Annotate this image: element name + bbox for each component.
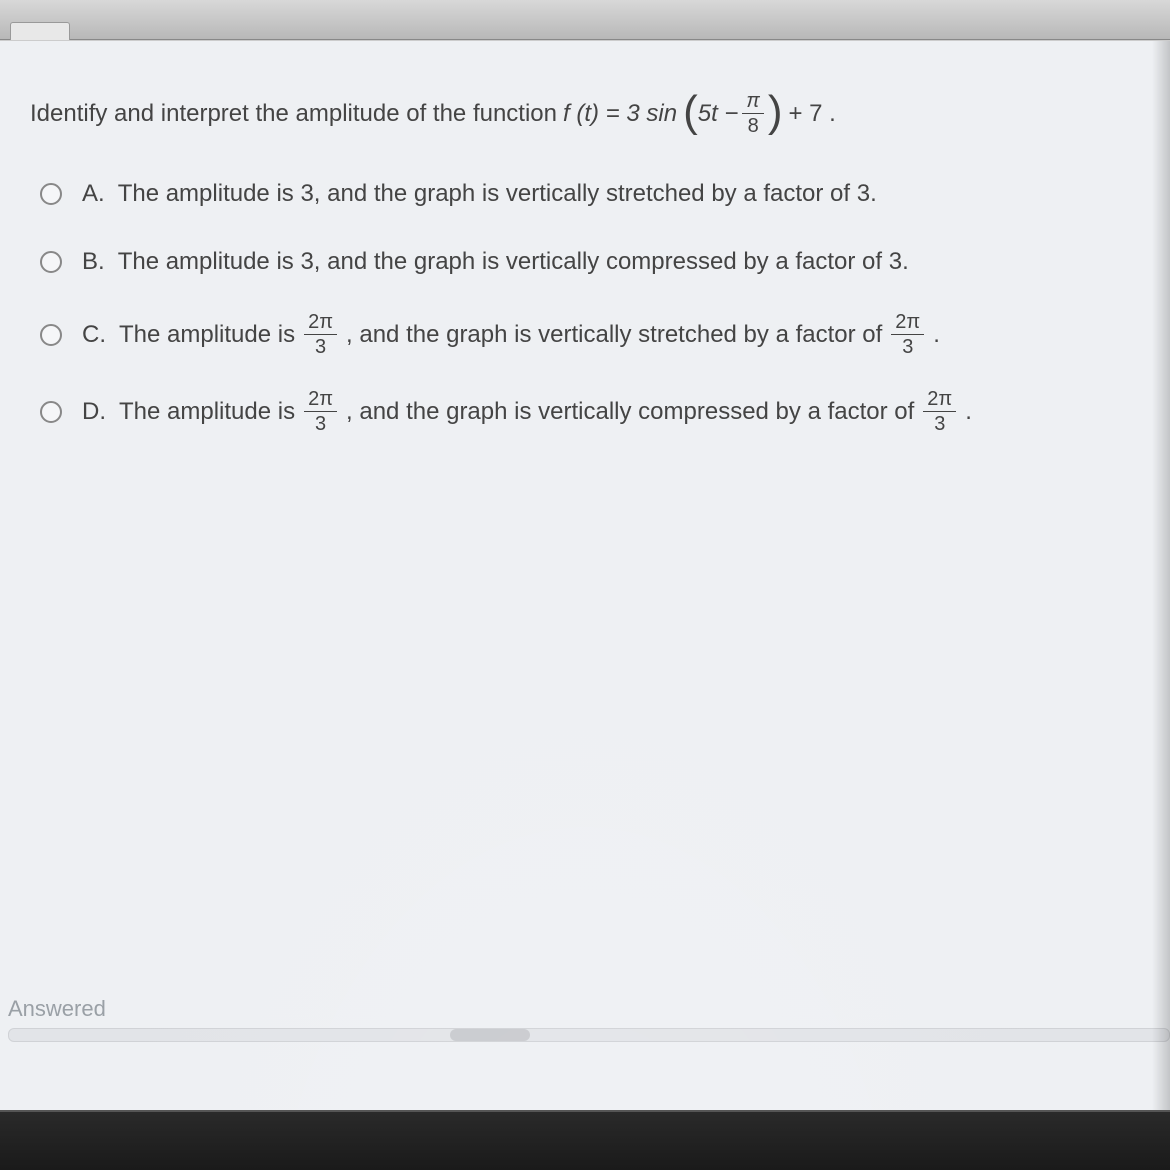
left-paren-icon: ( (683, 94, 698, 129)
option-text-part: The amplitude is 3, and the graph is ver… (118, 244, 909, 280)
radio-button[interactable] (40, 324, 62, 346)
option-text-part: The amplitude is (119, 317, 295, 353)
option-text-part: , and the graph is vertically stretched … (346, 317, 882, 353)
fraction: 2π3 (304, 389, 337, 434)
fraction: 2π3 (891, 312, 924, 357)
option-text-part: The amplitude is 3, and the graph is ver… (118, 176, 877, 212)
quiz-panel: Identify and interpret the amplitude of … (0, 40, 1170, 1110)
option-text-part: . (965, 394, 972, 430)
option-label: D.The amplitude is2π3, and the graph is … (82, 389, 972, 434)
option-label: A. The amplitude is 3, and the graph is v… (82, 176, 877, 212)
fraction-denominator: 3 (311, 335, 330, 357)
option-row-c[interactable]: C.The amplitude is2π3, and the graph is … (40, 312, 1140, 357)
option-letter: D. (82, 394, 106, 430)
radio-button[interactable] (40, 251, 62, 273)
progress-track[interactable] (8, 1028, 1170, 1042)
fraction-numerator: 2π (304, 389, 337, 412)
radio-button[interactable] (40, 183, 62, 205)
window-top-bar (0, 0, 1170, 40)
fraction-denominator: 3 (930, 412, 949, 434)
fraction: 2π3 (304, 312, 337, 357)
screen-area: Identify and interpret the amplitude of … (0, 40, 1170, 1170)
fraction-denominator: 3 (311, 412, 330, 434)
option-row-a[interactable]: A. The amplitude is 3, and the graph is v… (40, 176, 1140, 212)
option-letter: C. (82, 317, 106, 353)
option-label: C.The amplitude is2π3, and the graph is … (82, 312, 940, 357)
progress-thumb[interactable] (450, 1029, 530, 1041)
fraction-numerator: 2π (891, 312, 924, 335)
option-text-part: , and the graph is vertically compressed… (346, 394, 914, 430)
fraction-denominator: 8 (744, 114, 763, 136)
option-text-part: . (933, 317, 940, 353)
fraction-numerator: 2π (304, 312, 337, 335)
question-stem: Identify and interpret the amplitude of … (30, 91, 1140, 136)
question-inner-fraction: π 8 (742, 91, 763, 136)
fraction: 2π3 (923, 389, 956, 434)
status-bar: Answered (0, 996, 1170, 1050)
option-row-b[interactable]: B. The amplitude is 3, and the graph is v… (40, 244, 1140, 280)
option-letter: A. (82, 176, 105, 212)
option-letter: B. (82, 244, 105, 280)
option-row-d[interactable]: D.The amplitude is2π3, and the graph is … (40, 389, 1140, 434)
right-paren-icon: ) (768, 94, 783, 129)
question-prefix: Identify and interpret the amplitude of … (30, 97, 557, 131)
question-paren-group: ( 5t − π 8 ) (683, 91, 782, 136)
question-function-lhs: f (t) = 3 sin (563, 97, 677, 131)
fraction-numerator: π (742, 91, 763, 114)
browser-tab-stub[interactable] (10, 22, 70, 40)
status-label: Answered (8, 996, 1170, 1022)
fraction-denominator: 3 (898, 335, 917, 357)
fraction-numerator: 2π (923, 389, 956, 412)
radio-button[interactable] (40, 401, 62, 423)
options-list: A.The amplitude is 3, and the graph is v… (30, 176, 1140, 434)
option-text-part: The amplitude is (119, 394, 295, 430)
option-label: B. The amplitude is 3, and the graph is v… (82, 244, 909, 280)
right-edge-shadow (1152, 41, 1170, 1110)
question-inner-left: 5t − (698, 97, 739, 131)
monitor-bezel (0, 1110, 1170, 1170)
question-suffix: + 7 . (788, 97, 835, 131)
